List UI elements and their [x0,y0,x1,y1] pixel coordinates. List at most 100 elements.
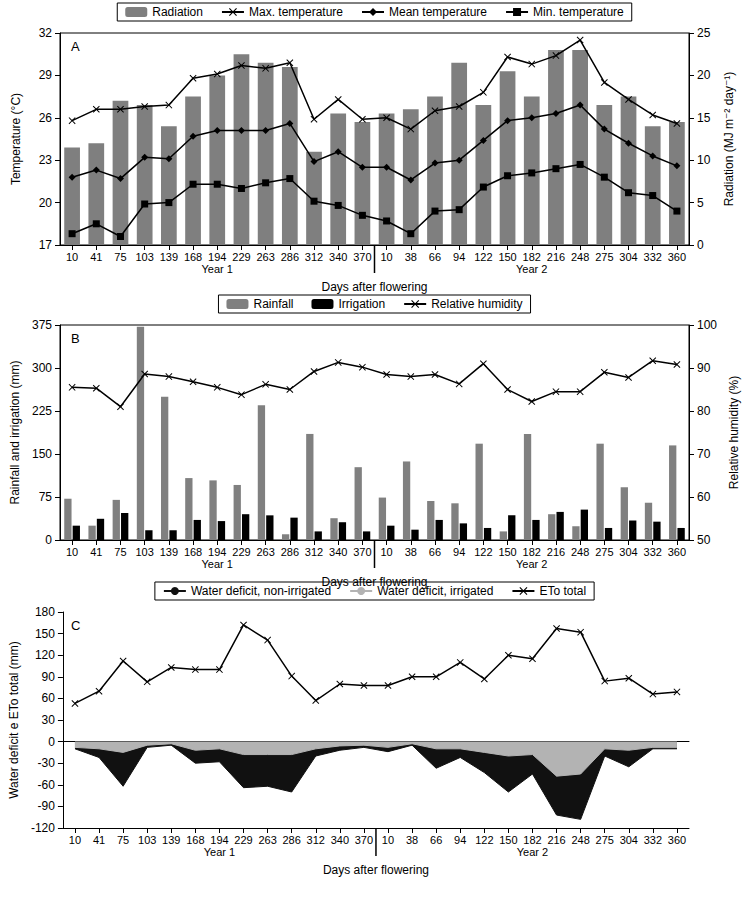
svg-text:Year 2: Year 2 [516,558,547,570]
svg-text:168: 168 [186,834,204,846]
svg-text:66: 66 [429,546,441,558]
svg-text:286: 286 [282,834,300,846]
svg-text:312: 312 [305,251,323,263]
svg-text:194: 194 [210,834,228,846]
svg-text:182: 182 [523,546,541,558]
svg-text:300: 300 [32,361,52,375]
svg-text:370: 370 [353,251,371,263]
svg-text:150: 150 [498,251,516,263]
svg-text:Radiation (MJ m⁻² day⁻¹): Radiation (MJ m⁻² day⁻¹) [722,72,736,207]
svg-text:66: 66 [430,834,442,846]
svg-text:32: 32 [39,26,53,40]
svg-text:225: 225 [32,404,52,418]
svg-text:332: 332 [644,546,662,558]
svg-text:340: 340 [331,834,349,846]
svg-text:332: 332 [644,251,662,263]
svg-text:150: 150 [499,834,517,846]
svg-text:Temperature (°C): Temperature (°C) [9,93,23,185]
svg-text:20: 20 [39,196,53,210]
svg-text:216: 216 [547,546,565,558]
svg-text:94: 94 [453,546,465,558]
svg-text:182: 182 [523,834,541,846]
svg-text:370: 370 [353,546,371,558]
svg-text:263: 263 [258,834,276,846]
svg-text:30: 30 [42,713,56,727]
svg-text:10: 10 [382,834,394,846]
svg-text:103: 103 [138,834,156,846]
svg-text:150: 150 [35,627,55,641]
svg-text:194: 194 [208,251,226,263]
svg-text:26: 26 [39,111,53,125]
svg-text:248: 248 [571,546,589,558]
svg-text:-60: -60 [38,778,56,792]
svg-text:17: 17 [39,238,53,252]
svg-text:10: 10 [66,251,78,263]
svg-text:29: 29 [39,68,53,82]
svg-text:10: 10 [380,546,392,558]
svg-text:Days after flowering: Days after flowering [323,863,429,877]
svg-text:70: 70 [697,447,711,461]
svg-text:360: 360 [668,251,686,263]
svg-text:Year 1: Year 1 [202,263,233,275]
svg-text:150: 150 [32,447,52,461]
svg-text:41: 41 [93,834,105,846]
svg-text:332: 332 [644,834,662,846]
svg-text:0: 0 [48,735,55,749]
svg-text:-120: -120 [31,821,55,835]
svg-text:340: 340 [329,546,347,558]
svg-text:304: 304 [619,546,637,558]
svg-text:Water deficit, non-irrigated: Water deficit, non-irrigated [191,584,331,598]
svg-text:Irrigation: Irrigation [338,297,385,311]
svg-text:103: 103 [135,251,153,263]
svg-text:139: 139 [160,251,178,263]
svg-text:Year 1: Year 1 [204,846,235,858]
svg-text:80: 80 [697,404,711,418]
svg-text:60: 60 [42,691,56,705]
svg-text:Relative humidity (%): Relative humidity (%) [727,376,741,489]
svg-text:122: 122 [475,834,493,846]
svg-text:10: 10 [69,834,81,846]
svg-text:15: 15 [697,111,711,125]
svg-text:75: 75 [114,546,126,558]
svg-text:A: A [71,39,80,54]
svg-text:10: 10 [66,546,78,558]
svg-text:Days after flowering: Days after flowering [321,280,427,294]
svg-text:370: 370 [355,834,373,846]
svg-text:50: 50 [697,533,711,547]
svg-text:194: 194 [208,546,226,558]
svg-text:304: 304 [619,251,637,263]
svg-text:41: 41 [90,546,102,558]
svg-text:Year 2: Year 2 [516,263,547,275]
svg-text:275: 275 [595,251,613,263]
svg-text:248: 248 [571,251,589,263]
svg-text:Year 1: Year 1 [202,558,233,570]
svg-text:312: 312 [307,834,325,846]
svg-text:20: 20 [697,68,711,82]
svg-text:103: 103 [135,546,153,558]
svg-text:216: 216 [547,251,565,263]
svg-text:122: 122 [474,546,492,558]
svg-text:263: 263 [256,546,274,558]
svg-text:38: 38 [405,251,417,263]
svg-text:Rainfall and irrigation (mm): Rainfall and irrigation (mm) [8,360,22,504]
svg-text:10: 10 [380,251,392,263]
svg-text:C: C [71,618,80,633]
svg-text:375: 375 [32,318,52,332]
svg-text:-30: -30 [38,756,56,770]
svg-text:122: 122 [474,251,492,263]
svg-text:Year 2: Year 2 [517,846,548,858]
svg-text:216: 216 [547,834,565,846]
svg-text:0: 0 [45,533,52,547]
svg-text:150: 150 [498,546,516,558]
svg-text:Water deficit e ETo total (mm): Water deficit e ETo total (mm) [7,641,21,799]
svg-text:Radiation: Radiation [152,5,203,19]
svg-text:139: 139 [162,834,180,846]
svg-text:304: 304 [620,834,638,846]
svg-text:Water deficit, irrigated: Water deficit, irrigated [377,584,493,598]
svg-text:Min. temperature: Min. temperature [533,5,624,19]
svg-text:229: 229 [232,251,250,263]
svg-text:360: 360 [668,546,686,558]
svg-text:94: 94 [453,251,465,263]
svg-text:360: 360 [668,834,686,846]
svg-text:75: 75 [117,834,129,846]
